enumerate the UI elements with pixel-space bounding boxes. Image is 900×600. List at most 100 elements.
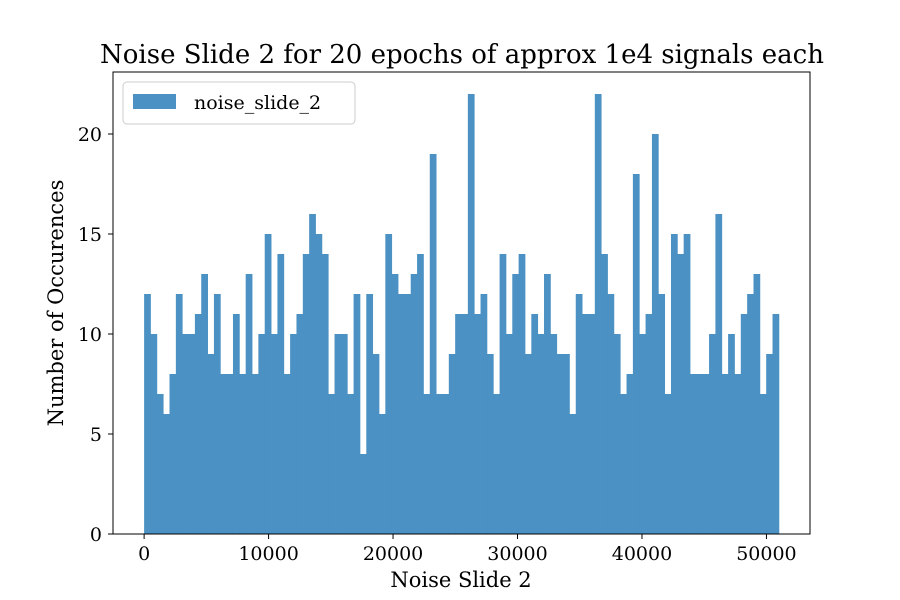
legend: noise_slide_2: [122, 81, 356, 125]
legend-swatch: [133, 94, 176, 109]
histogram-bar: [201, 274, 208, 534]
histogram-bar: [639, 334, 646, 534]
histogram-bar: [512, 274, 520, 534]
histogram-bar: [626, 374, 634, 534]
histogram-bar: [480, 294, 488, 534]
histogram-bar: [601, 254, 608, 534]
legend-box: [122, 81, 356, 125]
y-axis-label: Number of Occurences: [44, 180, 68, 427]
histogram-bar: [715, 214, 723, 534]
y-axis-ticks: 0 5 10 15 20: [78, 124, 113, 546]
chart-title: Noise Slide 2 for 20 epochs of approx 1e…: [100, 40, 824, 70]
histogram-bar: [518, 254, 526, 534]
y-tick-label: 10: [78, 324, 102, 346]
histogram-bar: [728, 334, 735, 534]
histogram-bar: [690, 374, 697, 534]
y-tick-label: 0: [90, 524, 102, 546]
histogram-bar: [144, 294, 151, 534]
histogram-bar: [283, 374, 291, 534]
histogram-bar: [493, 394, 500, 534]
histogram-bar: [309, 214, 316, 534]
histogram-bar: [734, 374, 742, 534]
histogram-bar: [448, 354, 456, 534]
histogram-bar: [194, 314, 202, 534]
histogram-bar: [664, 394, 672, 534]
histogram-bar: [264, 234, 272, 534]
histogram-bar: [150, 334, 158, 534]
histogram-bar: [213, 294, 221, 534]
histogram-bar: [753, 274, 761, 534]
histogram-bar: [670, 234, 678, 534]
histogram-bar: [651, 134, 659, 534]
histogram-bar: [524, 354, 532, 534]
histogram-bar: [569, 414, 577, 534]
histogram-bar: [169, 374, 177, 534]
histogram-bar: [632, 174, 640, 534]
histogram-bar: [607, 294, 615, 534]
histogram-bar: [398, 294, 405, 534]
histogram-bar: [505, 334, 513, 534]
histogram-bar: [271, 334, 278, 534]
histogram-bar: [721, 374, 729, 534]
histogram-bar: [372, 354, 380, 534]
histogram-bar: [455, 314, 462, 534]
histogram-bar: [417, 254, 424, 534]
histogram-bar: [423, 394, 431, 534]
histogram-bar: [442, 394, 450, 534]
histogram-bar: [391, 274, 399, 534]
histogram-bar: [321, 254, 329, 534]
histogram-bar: [620, 394, 627, 534]
histogram-bar: [340, 334, 348, 534]
histogram-bar: [683, 234, 691, 534]
histogram-bar: [582, 314, 589, 534]
histogram-bar: [175, 294, 183, 534]
histogram-bar: [613, 334, 621, 534]
histogram-bar: [594, 94, 602, 534]
histogram-bar: [404, 294, 412, 534]
histogram-bar: [163, 414, 170, 534]
histogram-bar: [258, 334, 266, 534]
x-tick-label: 20000: [363, 543, 423, 565]
histogram-bar: [245, 274, 253, 534]
histogram-bar: [207, 354, 215, 534]
histogram-bar: [550, 334, 558, 534]
histogram-bar: [537, 334, 545, 534]
histogram-bar: [188, 334, 196, 534]
histogram-bar: [353, 294, 361, 534]
histogram-bar: [677, 254, 685, 534]
histogram-bar: [156, 394, 164, 534]
histogram-bar: [385, 234, 393, 534]
histogram-bar: [747, 294, 754, 534]
x-tick-label: 0: [138, 543, 150, 565]
histogram-bar: [359, 454, 367, 534]
histogram-bar: [645, 314, 653, 534]
histogram-bar: [366, 294, 374, 534]
x-tick-label: 50000: [736, 543, 796, 565]
histogram-bar: [709, 334, 716, 534]
histogram-bar: [531, 314, 539, 534]
plot-frame: [112, 71, 811, 535]
histogram-bar: [740, 314, 748, 534]
histogram-bar: [410, 274, 418, 534]
histogram-bar: [232, 314, 240, 534]
histogram-bar: [378, 414, 386, 534]
histogram-bar: [347, 394, 354, 534]
histogram-bar: [486, 354, 494, 534]
histogram-bar: [766, 354, 773, 534]
histogram-bar: [499, 254, 507, 534]
histogram-bar: [429, 154, 437, 534]
histogram-bar: [182, 334, 189, 534]
histogram-bar: [575, 294, 583, 534]
histogram-bar: [658, 294, 666, 534]
histogram-bar: [315, 234, 323, 534]
y-tick-label: 15: [78, 224, 102, 246]
y-tick-label: 5: [90, 424, 102, 446]
histogram-bar: [436, 394, 443, 534]
x-tick-label: 40000: [612, 543, 672, 565]
legend-entry-noise-slide-2: noise_slide_2: [194, 92, 321, 114]
histogram-bar: [226, 374, 234, 534]
histogram-bar: [220, 374, 228, 534]
histogram-bar: [334, 334, 342, 534]
histogram-bar: [696, 374, 704, 534]
